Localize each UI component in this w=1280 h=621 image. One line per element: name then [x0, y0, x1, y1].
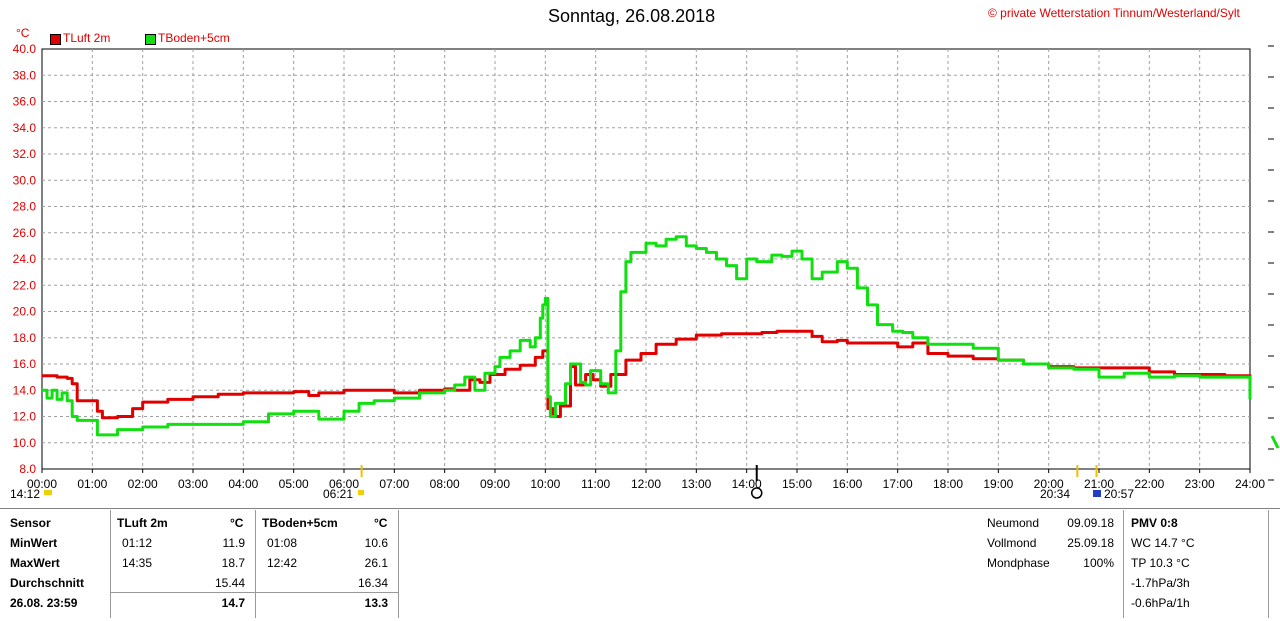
legend-swatch-tluft: [50, 34, 61, 45]
stats-row-label: MaxWert: [10, 556, 60, 570]
temperature-chart: 8.0 10.0 12.0 14.0 16.0 18.0 20.0 22.0 24.0 26.0 2…: [13, 42, 1280, 499]
x-tick-label: 00:00: [27, 477, 57, 491]
x-tick-label: 19:00: [983, 477, 1013, 491]
stats-cell-value: 11.9: [222, 536, 245, 550]
x-tick-label: 18:00: [933, 477, 963, 491]
stats-cell-value: 18.7: [221, 556, 245, 570]
x-tick-label: 12:00: [631, 477, 661, 491]
pmv-windchill: WC 14.7 °C: [1131, 536, 1195, 550]
stats-cell-value: 15.44: [214, 576, 245, 590]
x-tick-label: 03:00: [178, 477, 208, 491]
x-tick-label: 02:00: [128, 477, 158, 491]
sun-icon: [358, 490, 364, 495]
x-tick-label: 22:00: [1134, 477, 1164, 491]
y-tick-label: 32.0: [13, 147, 37, 161]
x-tick-label: 10:00: [530, 477, 560, 491]
stats-cell-time: 12:42: [267, 556, 298, 570]
x-tick-label: 11:00: [581, 477, 610, 491]
stats-header-tluft-unit: °C: [230, 516, 244, 530]
series-line-tboden: [42, 235, 1252, 437]
vollmond-label: Vollmond: [987, 536, 1037, 550]
marker-time-0621: 06:21: [323, 487, 354, 501]
pmv-dewpoint: TP 10.3 °C: [1131, 556, 1190, 570]
stats-cell-time: 01:08: [267, 536, 298, 550]
y-tick-label: 14.0: [13, 383, 37, 397]
x-tick-label: 13:00: [681, 477, 711, 491]
moon-marker-icon: [750, 487, 763, 499]
neumond-label: Neumond: [987, 516, 1040, 530]
sunrise-time-left: 14:12: [10, 487, 41, 501]
x-tick-label: 01:00: [77, 477, 107, 491]
chart-title: Sonntag, 26.08.2018: [548, 6, 716, 26]
mondphase-value: 100%: [1083, 556, 1114, 570]
right-axis-glimpse: [1270, 435, 1280, 449]
stats-row-label: 26.08. 23:59: [10, 596, 78, 610]
stats-header-sensor: Sensor: [10, 516, 51, 530]
mondphase-label: Mondphase: [987, 556, 1050, 570]
stats-cell-value: 26.1: [364, 556, 388, 570]
sunset-icon: [1093, 490, 1101, 497]
x-tick-label: 17:00: [883, 477, 913, 491]
x-tick-label: 06:00: [329, 477, 359, 491]
y-tick-label: 28.0: [13, 200, 37, 214]
copyright-text: © private Wetterstation Tinnum/Westerlan…: [988, 6, 1240, 20]
stats-row-label: MinWert: [10, 536, 58, 550]
pmv-pressure-3h: -1.7hPa/3h: [1131, 576, 1190, 590]
y-tick-label: 24.0: [13, 252, 37, 266]
vollmond-date: 25.09.18: [1067, 536, 1114, 550]
neumond-date: 09.09.18: [1067, 516, 1114, 530]
y-tick-label: 40.0: [13, 42, 37, 56]
pmv-pressure-1h: -0.6hPa/1h: [1131, 596, 1190, 610]
x-tick-label: 07:00: [379, 477, 409, 491]
stats-header-tboden: TBoden+5cm: [262, 516, 338, 530]
x-tick-label: 15:00: [782, 477, 812, 491]
x-tick-label: 08:00: [430, 477, 460, 491]
y-tick-label: 22.0: [13, 278, 37, 292]
stats-row-label: Durchschnitt: [10, 576, 85, 590]
stats-header-tluft: TLuft 2m: [117, 516, 168, 530]
legend-label-tluft: TLuft 2m: [63, 31, 111, 45]
sunrise-icon: [44, 490, 52, 495]
legend-label-tboden: TBoden+5cm: [158, 31, 230, 45]
y-tick-label: 26.0: [13, 226, 37, 240]
marker-time-2057: 20:57: [1104, 487, 1135, 501]
stats-cell-value: 14.7: [221, 596, 245, 610]
stats-cell-value: 16.34: [357, 576, 388, 590]
y-tick-label: 36.0: [13, 95, 37, 109]
stats-cell-time: 14:35: [122, 556, 153, 570]
y-tick-label: 12.0: [13, 410, 37, 424]
y-tick-label: 18.0: [13, 331, 37, 345]
x-tick-label: 21:00: [1084, 477, 1114, 491]
x-tick-label: 05:00: [279, 477, 309, 491]
y-tick-label: 34.0: [13, 121, 37, 135]
stats-header-tboden-unit: °C: [374, 516, 388, 530]
stats-cell-value: 13.3: [364, 596, 388, 610]
stats-cell-time: 01:12: [122, 536, 153, 550]
x-tick-label: 24:00: [1235, 477, 1265, 491]
marker-time-2034: 20:34: [1040, 487, 1071, 501]
x-tick-label: 20:00: [1034, 477, 1064, 491]
x-tick-label: 14:00: [732, 477, 762, 491]
y-tick-label: 10.0: [13, 436, 37, 450]
y-tick-label: 38.0: [13, 68, 37, 82]
y-tick-label: 30.0: [13, 173, 37, 187]
x-tick-label: 04:00: [228, 477, 258, 491]
y-tick-label: 16.0: [13, 357, 37, 371]
stats-cell-value: 10.6: [364, 536, 388, 550]
x-tick-label: 16:00: [832, 477, 862, 491]
x-tick-label: 23:00: [1185, 477, 1215, 491]
x-tick-label: 09:00: [480, 477, 510, 491]
y-tick-label: 8.0: [19, 462, 36, 476]
pmv-title: PMV 0:8: [1131, 516, 1178, 530]
y-tick-label: 20.0: [13, 305, 37, 319]
y-axis-unit: °C: [16, 26, 30, 40]
legend-swatch-tboden: [145, 34, 156, 45]
